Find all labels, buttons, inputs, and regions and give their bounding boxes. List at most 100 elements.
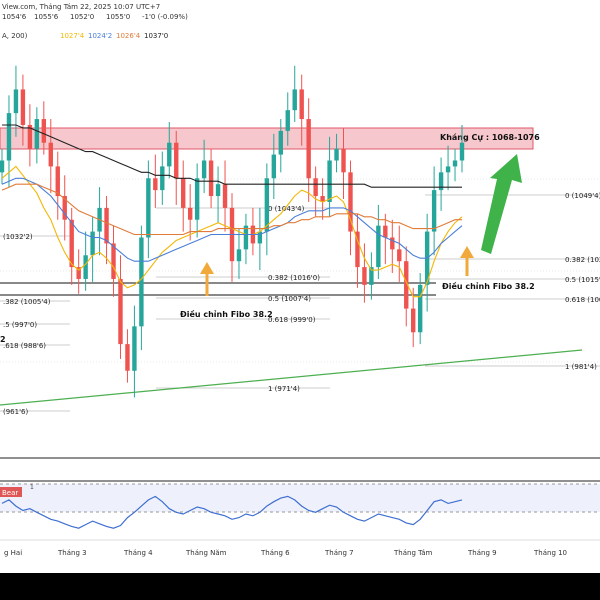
- candle-body: [146, 178, 151, 238]
- fib-far-left-levels: (1032'2) .382 (1005'4) .5 (997'0) .618 (988…: [0, 233, 70, 416]
- x-axis-label: g Hai: [4, 549, 22, 557]
- fib-label: .5 (997'0): [3, 321, 37, 329]
- x-axis: g Hai Tháng 3 Tháng 4 Tháng Năm Tháng 6 Tháng…: [4, 549, 567, 557]
- candle-body: [341, 148, 346, 173]
- candle-body: [208, 160, 214, 197]
- candle-body: [306, 119, 311, 179]
- fib-right-levels: 0 (1049'4) 0.382 (102 0.5 (1015'4 0.618 (10…: [425, 192, 600, 371]
- candle-body: [390, 237, 395, 250]
- rsi-line: [1, 495, 463, 529]
- fib-label: 1 (981'4): [565, 363, 597, 371]
- candle-body: [411, 308, 416, 333]
- candle-body: [292, 89, 297, 111]
- candle-body: [55, 166, 60, 197]
- candle-body: [320, 196, 325, 202]
- candle-body: [222, 184, 228, 208]
- fib-label: .382 (1005'4): [3, 298, 51, 306]
- candle-body: [348, 172, 353, 232]
- x-axis-label: Tháng 7: [324, 549, 354, 557]
- candle-body: [174, 142, 179, 179]
- candle-body: [264, 178, 270, 232]
- candle-body: [118, 278, 123, 345]
- candle-body: [431, 190, 437, 232]
- fib-label: 0.382 (102: [565, 256, 600, 264]
- fib-label: (961'6): [3, 408, 28, 416]
- ohlc-open: 1054'6: [2, 13, 27, 21]
- candle-body: [104, 207, 109, 244]
- ma-value: 1027'4: [60, 32, 85, 40]
- x-axis-label: Tháng 3: [57, 549, 87, 557]
- candle-body: [27, 124, 33, 149]
- x-axis-label: Tháng 6: [260, 549, 290, 557]
- header-source: View.com, Tháng Tám 22, 2025 10:07 UTC+7: [2, 3, 160, 11]
- rsi-value: 1: [30, 484, 34, 491]
- rsi-badge-label: Bear: [2, 489, 18, 497]
- candle-body: [201, 160, 207, 179]
- candle-body: [34, 119, 40, 149]
- candle-body: [285, 110, 290, 131]
- candle-body: [132, 326, 137, 371]
- fibo-label-left: Điều chỉnh Fibo 38.2: [180, 309, 273, 319]
- candle-body: [167, 142, 172, 167]
- rsi-polyline: [1, 495, 463, 529]
- moving-average-line: [1, 183, 462, 236]
- candle-body: [376, 225, 381, 268]
- fib-label: 0 (1049'4): [565, 192, 600, 200]
- candle-body: [48, 142, 53, 167]
- candle-body: [0, 160, 5, 173]
- candle-body: [160, 166, 165, 191]
- side-label: 2: [0, 335, 6, 344]
- fib-label: (1032'2): [3, 233, 33, 241]
- candle-body: [452, 160, 458, 167]
- candle-body: [153, 178, 158, 191]
- x-axis-label: Tháng 10: [533, 549, 567, 557]
- rsi-band: [0, 484, 600, 512]
- candle-body: [62, 196, 67, 220]
- fib-label: 1 (971'4): [268, 385, 300, 393]
- candle-body: [257, 231, 263, 244]
- candle-body: [125, 344, 130, 371]
- candle-body: [397, 249, 402, 262]
- moving-averages: [1, 124, 463, 298]
- candle-body: [459, 142, 465, 161]
- fib-left-levels: 0 (1043'4) 0.382 (1016'0) 0.5 (1007'4) 0.61…: [156, 205, 330, 393]
- up-arrow-left: [200, 262, 214, 296]
- candle-body: [69, 219, 74, 268]
- candle-body: [181, 178, 186, 208]
- candle-body: [383, 225, 388, 238]
- resistance-label: Kháng Cự : 1068-1076: [440, 133, 540, 142]
- x-axis-label: Tháng Năm: [185, 549, 227, 557]
- ma-label: A, 200): [2, 32, 28, 40]
- candle-body: [83, 255, 88, 279]
- candle-body: [445, 166, 451, 173]
- candle-body: [236, 249, 242, 262]
- bullish-target-arrow: [481, 154, 522, 254]
- candle-body: [299, 89, 304, 120]
- candle-body: [313, 178, 318, 197]
- candle-body: [111, 243, 116, 279]
- candle-body: [334, 148, 339, 161]
- candle-body: [404, 261, 409, 309]
- candle-body: [362, 267, 367, 285]
- fib-label: 0.618 (999'0): [268, 316, 316, 324]
- ascending-trendline: [0, 349, 583, 406]
- ohlc-low: 1052'0: [70, 13, 94, 21]
- candle-body: [271, 154, 277, 179]
- candle-body: [90, 231, 95, 256]
- fib-label: 0 (1043'4): [268, 205, 305, 213]
- fib-label: 0.5 (1015'4: [565, 276, 600, 284]
- candle-body: [438, 172, 444, 191]
- candle-body: [278, 130, 283, 155]
- fib-label: 0.618 (100: [565, 296, 600, 304]
- candle-body: [327, 160, 332, 202]
- moving-average-line: [2, 124, 462, 188]
- x-axis-label: Tháng 9: [467, 549, 497, 557]
- candle-body: [417, 284, 423, 333]
- ma-value: 1024'2: [88, 32, 112, 40]
- fib-label: 0.5 (1007'4): [268, 295, 311, 303]
- ma-value: 1026'4: [116, 32, 141, 40]
- candle-body: [369, 267, 374, 285]
- candle-body: [20, 89, 26, 125]
